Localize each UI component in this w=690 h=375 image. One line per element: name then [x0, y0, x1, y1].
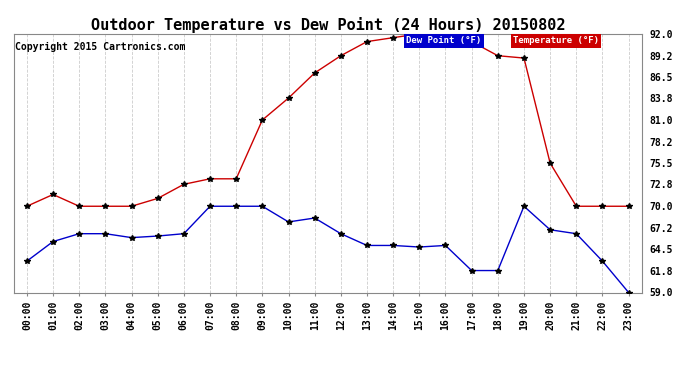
Text: Temperature (°F): Temperature (°F)	[513, 36, 599, 45]
Title: Outdoor Temperature vs Dew Point (24 Hours) 20150802: Outdoor Temperature vs Dew Point (24 Hou…	[90, 16, 565, 33]
Text: Dew Point (°F): Dew Point (°F)	[406, 36, 482, 45]
Text: Copyright 2015 Cartronics.com: Copyright 2015 Cartronics.com	[15, 42, 186, 51]
